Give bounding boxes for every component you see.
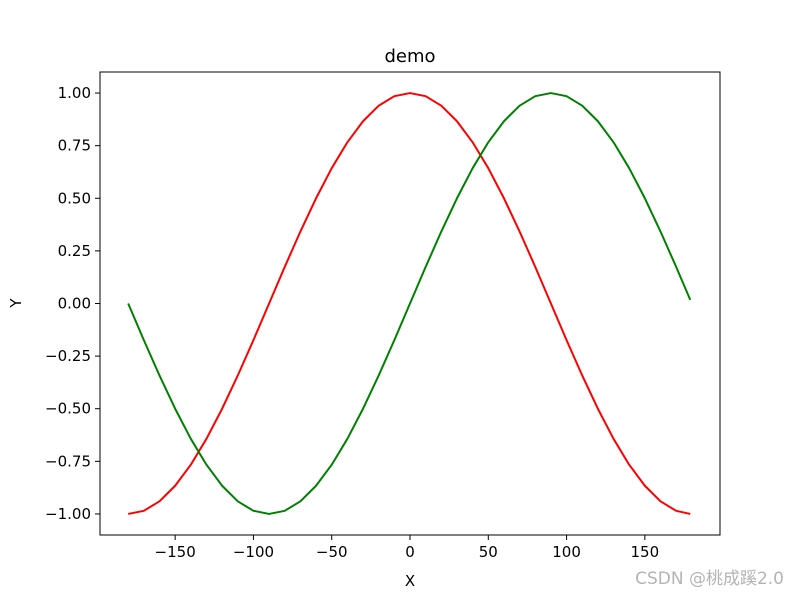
series-layer: [127, 92, 692, 515]
y-tick-label: −0.75: [45, 452, 91, 470]
series-line-2: [127, 92, 692, 515]
y-tick-label: −0.50: [45, 400, 91, 418]
y-tick-label: 0.25: [58, 242, 91, 260]
y-tick-label: 0.75: [58, 137, 91, 155]
y-axis-label: Y: [7, 298, 25, 309]
y-axis-ticks: −1.00 −0.75 −0.50 −0.25 0.00 0.25 0.50 0.75 1.00: [45, 84, 100, 523]
x-tick-label: −50: [316, 543, 348, 561]
y-tick-label: −1.00: [45, 505, 91, 523]
x-tick-label: −100: [233, 543, 274, 561]
chart-title: demo: [384, 46, 435, 67]
y-tick-label: 0.50: [58, 189, 91, 207]
watermark: CSDN @桃成蹊2.0: [635, 569, 784, 589]
x-axis-label: X: [405, 572, 415, 590]
x-tick-label: −150: [155, 543, 196, 561]
x-axis-ticks: −150 −100 −50 0 50 100 150: [155, 535, 660, 561]
series-line-1: [127, 92, 691, 515]
x-tick-label: 0: [405, 543, 415, 561]
y-tick-label: 1.00: [58, 84, 91, 102]
y-tick-label: −0.25: [45, 347, 91, 365]
x-tick-label: 100: [552, 543, 581, 561]
x-tick-label: 150: [631, 543, 660, 561]
x-tick-label: 50: [479, 543, 498, 561]
y-tick-label: 0.00: [58, 295, 91, 313]
